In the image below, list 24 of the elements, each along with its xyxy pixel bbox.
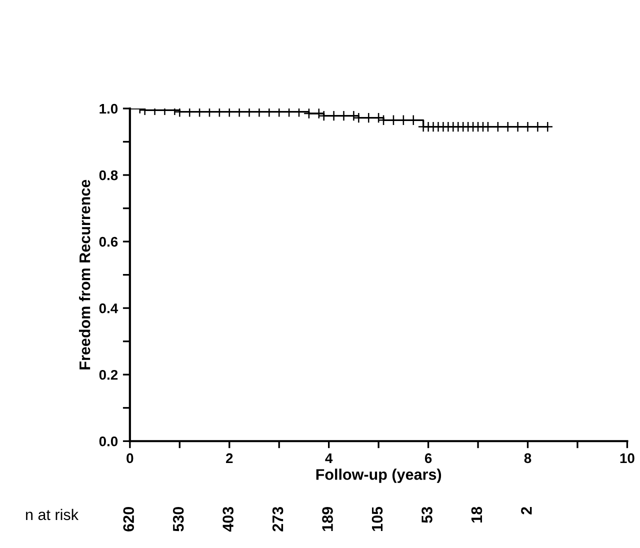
y-tick-label: 0.0 <box>99 436 118 446</box>
text: 530 <box>172 507 184 532</box>
x-tick-label: 10 <box>620 453 634 464</box>
x-tick-label: 2 <box>226 453 233 464</box>
x-tick-label: 6 <box>424 453 432 464</box>
x-tick-label: 0 <box>126 453 134 464</box>
text: 2 <box>521 507 532 514</box>
text: 53 <box>422 506 432 523</box>
x-tick-label: 8 <box>524 453 532 464</box>
text: 105 <box>372 506 383 531</box>
text: 403 <box>222 506 234 532</box>
text: 273 <box>272 506 284 532</box>
x-axis-title: Follow-up (years) <box>316 468 442 483</box>
y-axis-title: Freedom from Recurrence <box>79 180 90 370</box>
y-tick-label: 0.4 <box>99 303 118 314</box>
text: 189 <box>322 506 333 531</box>
y-tick-label: 0.2 <box>99 370 118 380</box>
text: n at risk <box>26 508 79 520</box>
y-tick-label: 1.0 <box>100 104 118 114</box>
y-tick-label: 0.8 <box>99 170 118 180</box>
y-tick-label: 0.6 <box>99 236 118 247</box>
x-tick-label: 4 <box>325 453 333 464</box>
text: 18 <box>471 506 482 522</box>
text: 620 <box>123 507 134 532</box>
